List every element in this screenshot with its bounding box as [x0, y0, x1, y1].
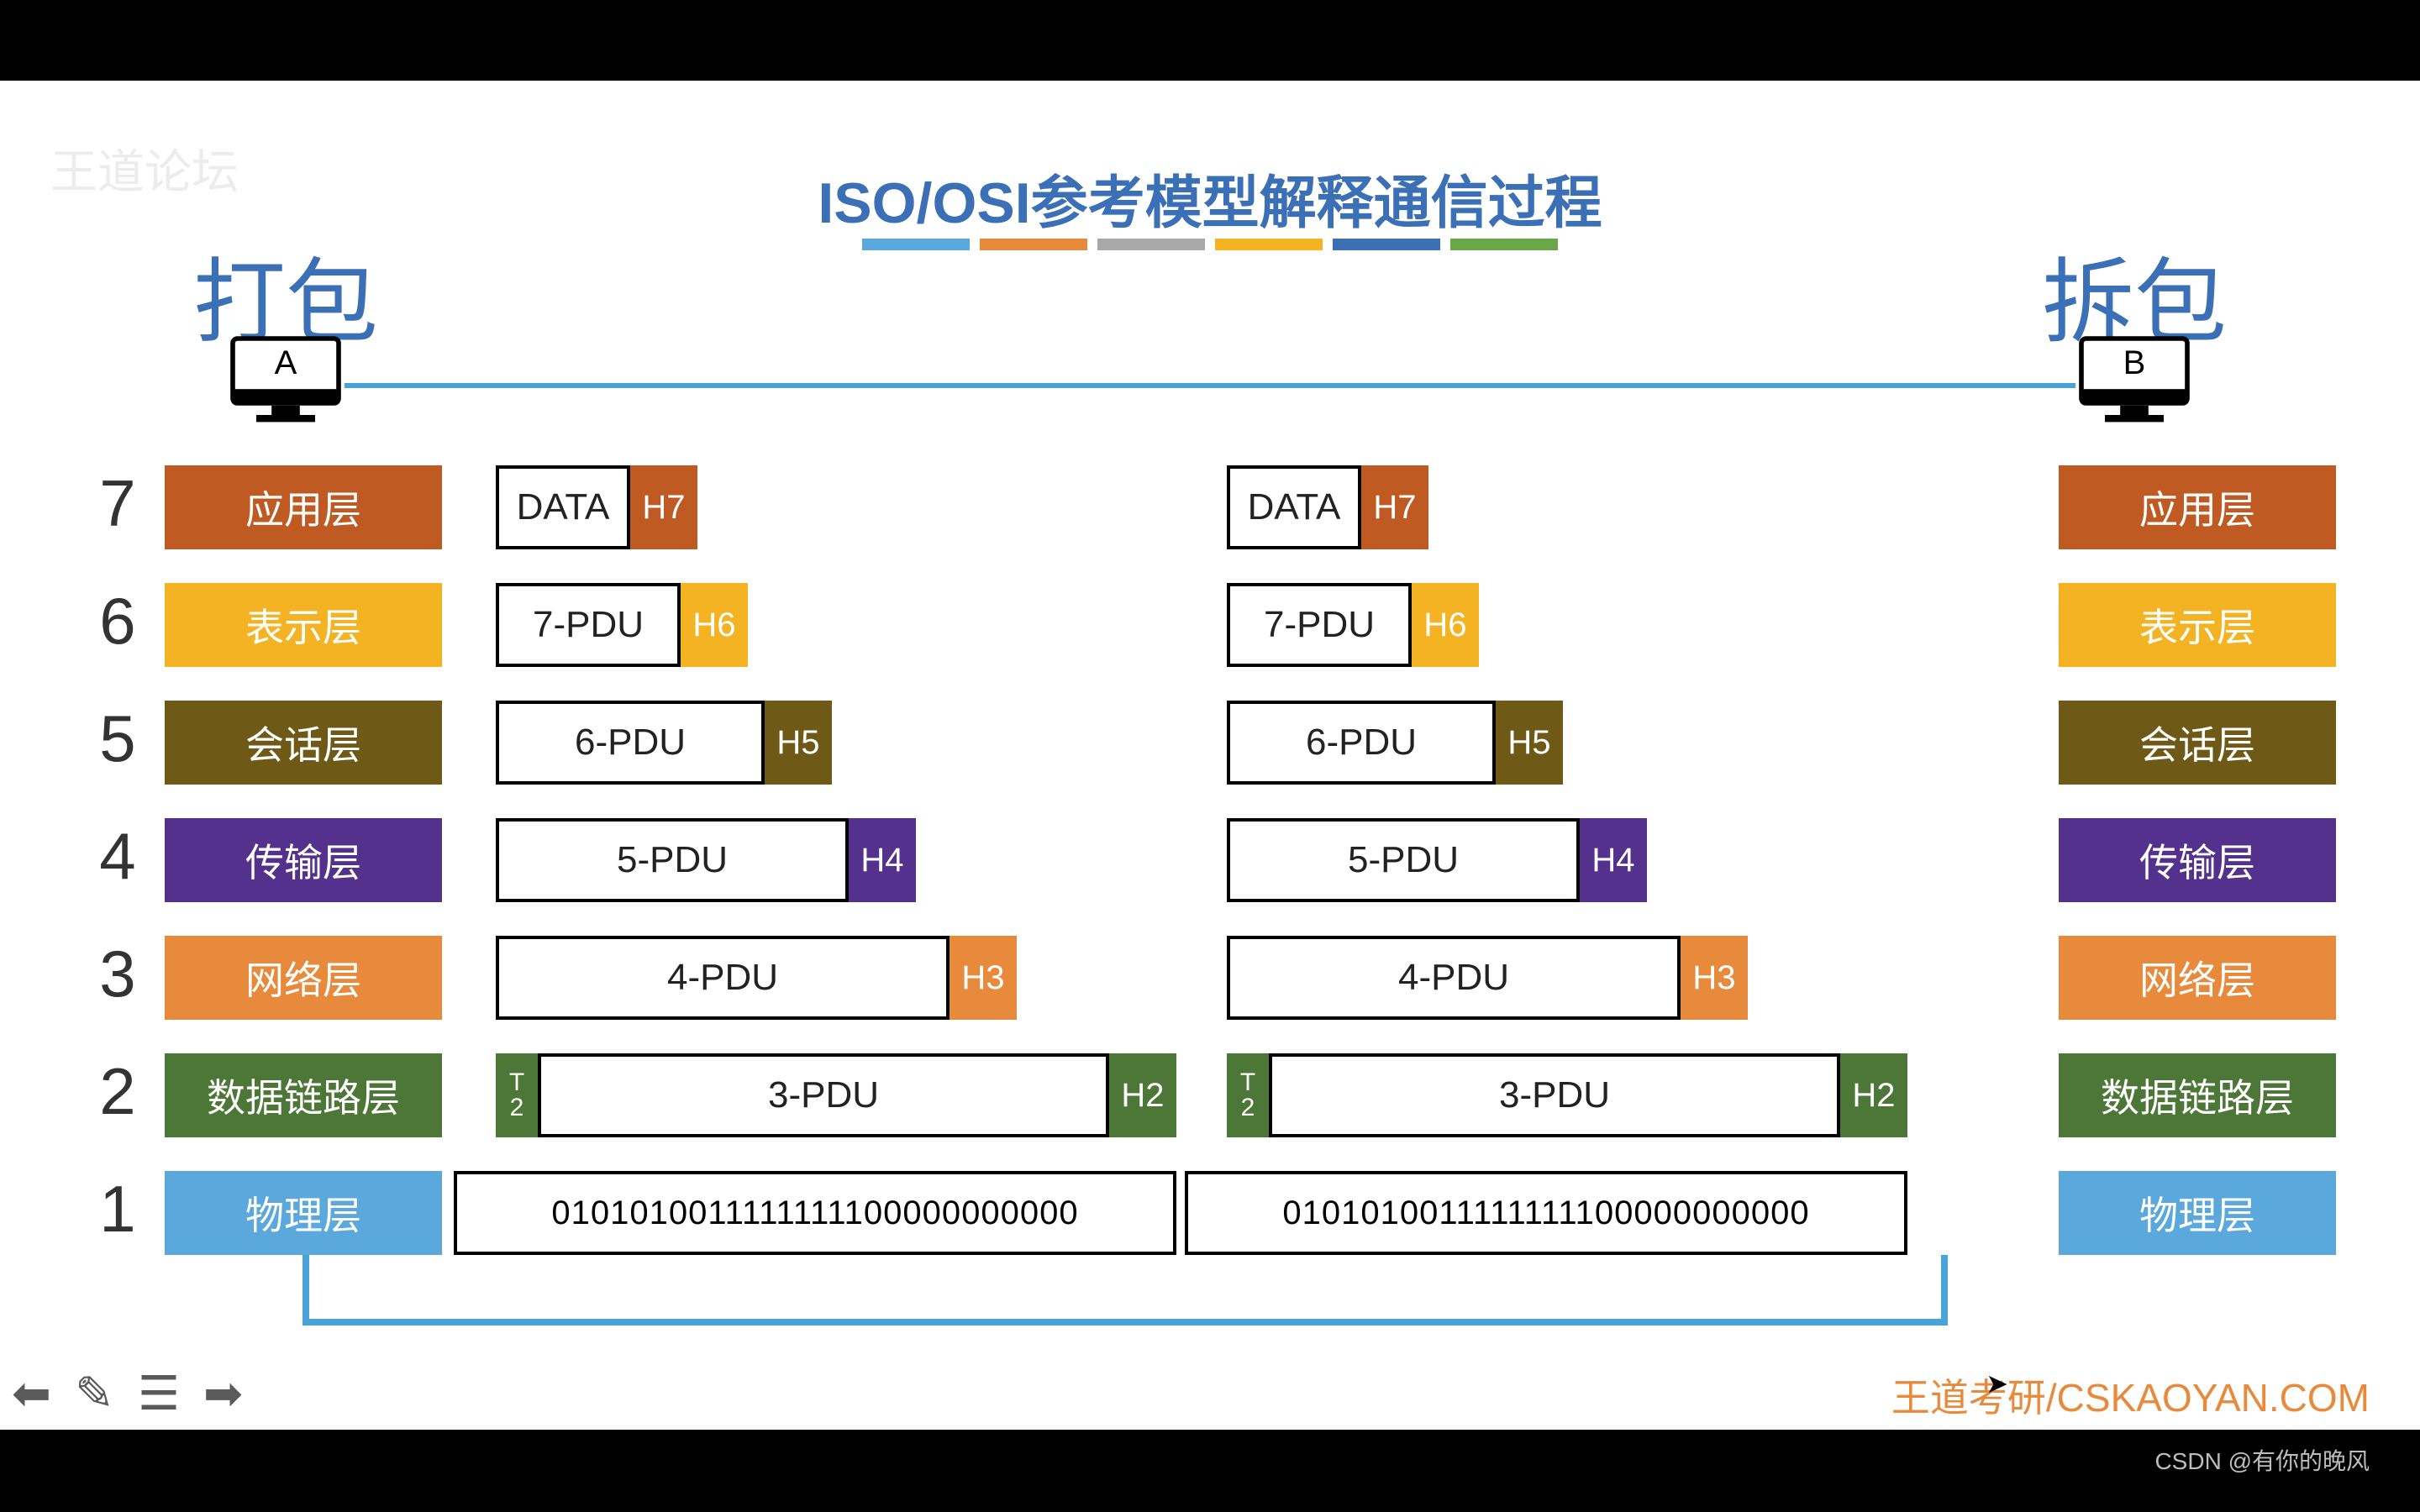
pdu-left: 7-PDUH6: [496, 583, 748, 667]
pdu-left: 6-PDUH5: [496, 701, 832, 785]
pdu-body: 6-PDU: [1227, 701, 1496, 785]
nav-icons: ⬅ ✎ ☰ ➡: [12, 1366, 243, 1421]
pdu-left: T23-PDUH2: [496, 1053, 1176, 1137]
pdu-body: 5-PDU: [1227, 818, 1580, 902]
layer-number: 6: [84, 583, 151, 659]
nav-edit-icon[interactable]: ✎: [75, 1366, 114, 1421]
pdu-right: 5-PDUH4: [1227, 818, 1647, 902]
pdu-header: H6: [681, 583, 748, 667]
pdu-right: T23-PDUH2: [1227, 1053, 1907, 1137]
layer-row-2: 2数据链路层数据链路层T23-PDUH2T23-PDUH2: [84, 1053, 2336, 1137]
layer-name-left: 应用层: [165, 465, 442, 549]
pdu-header: H2: [1840, 1053, 1907, 1137]
pdu-body: 7-PDU: [1227, 583, 1412, 667]
pdu-header: H7: [1361, 465, 1428, 549]
pdu-header: H7: [630, 465, 697, 549]
csdn-credit: CSDN @有你的晚风: [2154, 1443, 2370, 1477]
pdu-right: 7-PDUH6: [1227, 583, 1479, 667]
pdu-right: 4-PDUH3: [1227, 936, 1748, 1020]
letterbox-top: [0, 0, 2420, 81]
pdu-header: H3: [1681, 936, 1748, 1020]
pdu-trailer: T2: [1227, 1053, 1269, 1137]
pdu-header: H6: [1412, 583, 1479, 667]
layer-row-6: 6表示层表示层7-PDUH67-PDUH6: [84, 583, 2336, 667]
bits-left: 0101010011111111100000000000: [454, 1171, 1176, 1255]
pdu-body: DATA: [496, 465, 630, 549]
bottom-connector-horizontal: [302, 1319, 1948, 1326]
host-b-icon: B: [2075, 329, 2193, 434]
layer-name-right: 数据链路层: [2059, 1053, 2336, 1137]
pdu-trailer: T2: [496, 1053, 538, 1137]
nav-next-icon[interactable]: ➡: [203, 1366, 243, 1421]
pdu-body: 4-PDU: [1227, 936, 1681, 1020]
pdu-header: H4: [849, 818, 916, 902]
layer-number: 7: [84, 465, 151, 542]
layer-number: 3: [84, 936, 151, 1012]
mouse-cursor-icon: ➤: [1986, 1368, 2008, 1399]
pdu-body: 3-PDU: [538, 1053, 1109, 1137]
layer-number: 1: [84, 1171, 151, 1247]
layer-name-right: 网络层: [2059, 936, 2336, 1020]
layer-row-7: 7应用层应用层DATAH7DATAH7: [84, 465, 2336, 549]
top-connection-line: [345, 383, 2075, 388]
bottom-connector-left: [302, 1255, 309, 1326]
layer-name-left: 物理层: [165, 1171, 442, 1255]
layer-rows: 7应用层应用层DATAH7DATAH76表示层表示层7-PDUH67-PDUH6…: [84, 465, 2336, 1255]
pdu-body: 3-PDU: [1269, 1053, 1840, 1137]
pdu-body: DATA: [1227, 465, 1361, 549]
layer-number: 4: [84, 818, 151, 895]
layer-name-left: 传输层: [165, 818, 442, 902]
pdu-header: H2: [1109, 1053, 1176, 1137]
layer-name-right: 传输层: [2059, 818, 2336, 902]
pdu-right: 6-PDUH5: [1227, 701, 1563, 785]
layer-name-left: 网络层: [165, 936, 442, 1020]
nav-prev-icon[interactable]: ⬅: [12, 1366, 51, 1421]
host-a-icon: A: [227, 329, 345, 434]
pdu-header: H3: [950, 936, 1017, 1020]
pdu-body: 6-PDU: [496, 701, 765, 785]
layer-number: 2: [84, 1053, 151, 1130]
layer-name-right: 物理层: [2059, 1171, 2336, 1255]
layer-row-4: 4传输层传输层5-PDUH45-PDUH4: [84, 818, 2336, 902]
layer-name-left: 数据链路层: [165, 1053, 442, 1137]
nav-list-icon[interactable]: ☰: [138, 1366, 180, 1421]
pdu-left: DATAH7: [496, 465, 697, 549]
layer-name-right: 应用层: [2059, 465, 2336, 549]
bits-right: 0101010011111111100000000000: [1185, 1171, 1907, 1255]
layer-row-3: 3网络层网络层4-PDUH34-PDUH3: [84, 936, 2336, 1020]
letterbox-bottom: [0, 1430, 2420, 1512]
layer-name-right: 表示层: [2059, 583, 2336, 667]
pdu-header: H5: [765, 701, 832, 785]
title-underline: [862, 239, 1558, 250]
pdu-body: 5-PDU: [496, 818, 849, 902]
watermark-bottom-right: 王道考研/CSKAOYAN.COM: [1891, 1368, 2370, 1423]
host-a-label: A: [227, 344, 345, 382]
layer-row-5: 5会话层会话层6-PDUH56-PDUH5: [84, 701, 2336, 785]
pdu-body: 4-PDU: [496, 936, 950, 1020]
layer-row-1: 1物理层物理层010101001111111110000000000001010…: [84, 1171, 2336, 1255]
pdu-header: H5: [1496, 701, 1563, 785]
pdu-header: H4: [1580, 818, 1647, 902]
pdu-body: 7-PDU: [496, 583, 681, 667]
host-b-label: B: [2075, 344, 2193, 382]
pdu-right: DATAH7: [1227, 465, 1428, 549]
bottom-connector-right: [1941, 1255, 1948, 1326]
pdu-left: 5-PDUH4: [496, 818, 916, 902]
layer-name-left: 表示层: [165, 583, 442, 667]
pdu-left: 4-PDUH3: [496, 936, 1017, 1020]
layer-number: 5: [84, 701, 151, 777]
layer-name-right: 会话层: [2059, 701, 2336, 785]
layer-name-left: 会话层: [165, 701, 442, 785]
